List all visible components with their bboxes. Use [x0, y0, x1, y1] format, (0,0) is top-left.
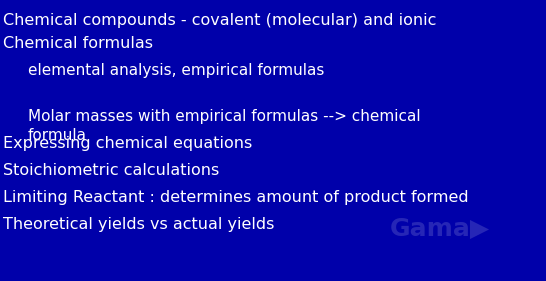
- Text: Chemical compounds - covalent (molecular) and ionic: Chemical compounds - covalent (molecular…: [3, 13, 436, 28]
- Text: Gama▶: Gama▶: [390, 217, 490, 241]
- Text: Chemical formulas: Chemical formulas: [3, 36, 153, 51]
- Text: Theoretical yields vs actual yields: Theoretical yields vs actual yields: [3, 217, 275, 232]
- Text: Limiting Reactant : determines amount of product formed: Limiting Reactant : determines amount of…: [3, 190, 468, 205]
- Text: Stoichiometric calculations: Stoichiometric calculations: [3, 163, 219, 178]
- Text: elemental analysis, empirical formulas: elemental analysis, empirical formulas: [28, 63, 324, 78]
- Text: Molar masses with empirical formulas --> chemical
formula: Molar masses with empirical formulas -->…: [28, 109, 420, 142]
- Text: Expressing chemical equations: Expressing chemical equations: [3, 136, 252, 151]
